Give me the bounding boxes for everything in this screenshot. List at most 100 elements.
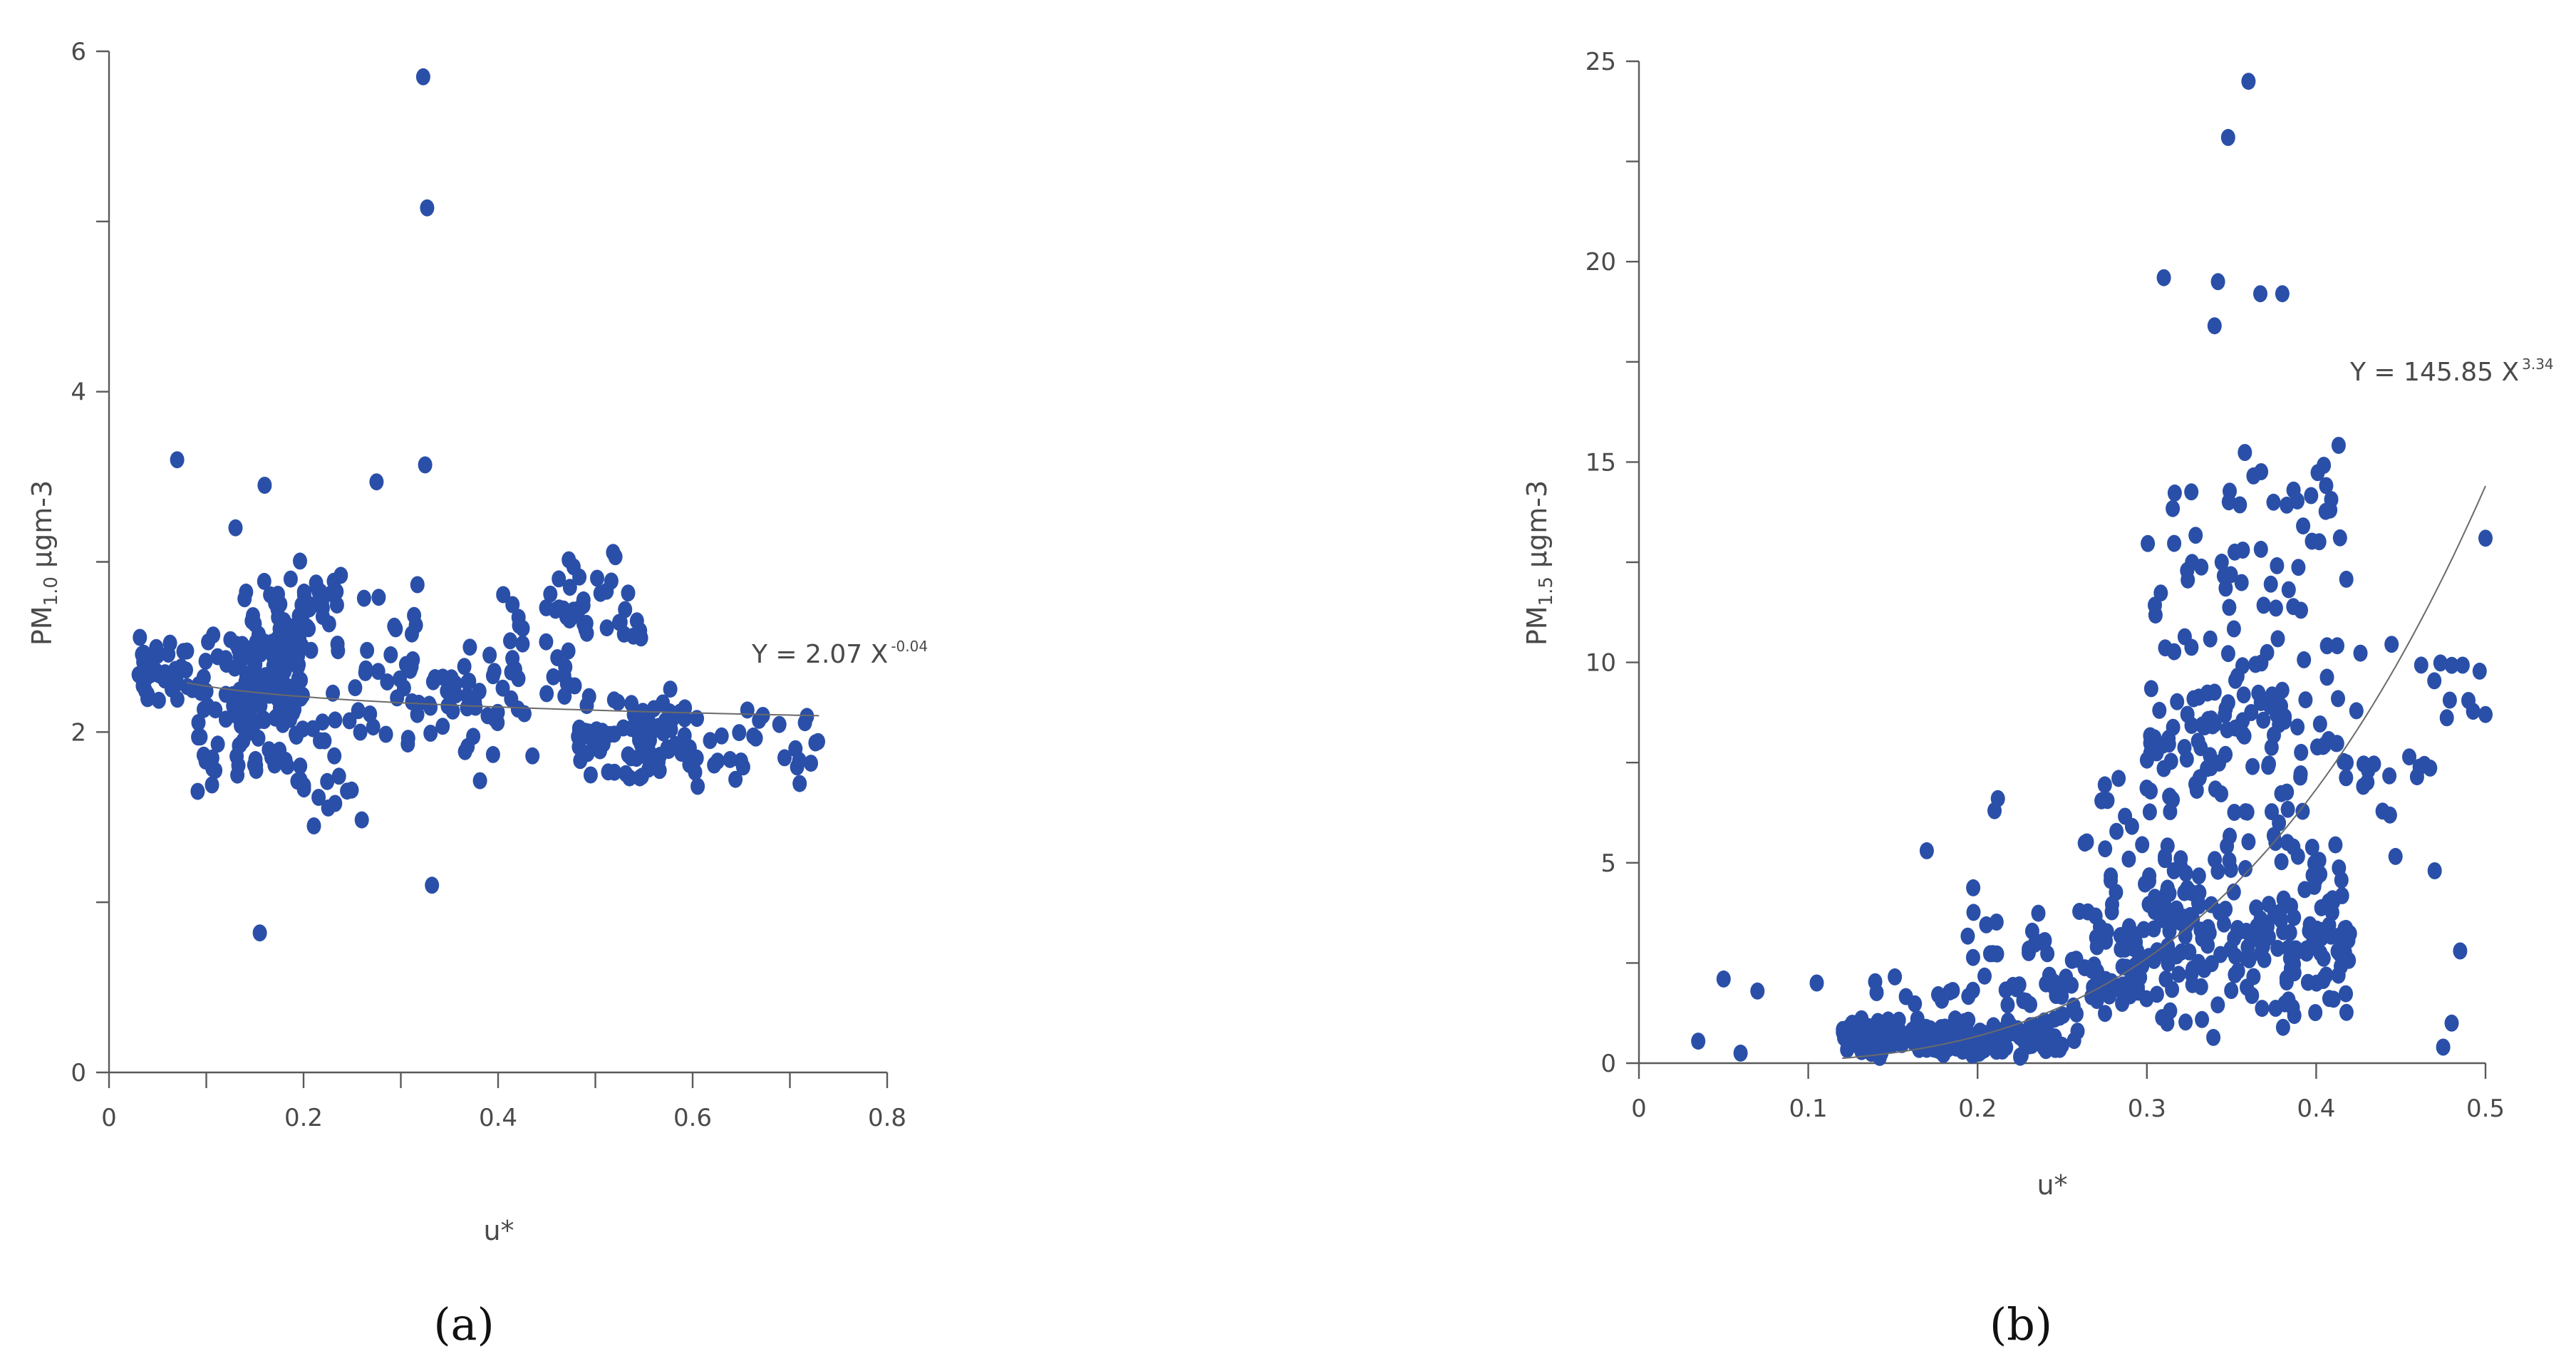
data-point xyxy=(233,658,247,675)
data-point xyxy=(800,708,814,725)
data-point xyxy=(2305,533,2319,550)
data-point xyxy=(2208,683,2222,700)
data-point xyxy=(2262,755,2276,772)
data-point xyxy=(405,626,419,643)
data-point xyxy=(2413,759,2427,776)
data-point xyxy=(2317,970,2331,987)
data-point xyxy=(371,589,386,606)
y-tick-label: 6 xyxy=(71,38,86,66)
data-point xyxy=(262,741,276,758)
data-point xyxy=(2433,654,2448,671)
data-point xyxy=(2453,943,2467,960)
data-point xyxy=(2027,936,2042,953)
data-point xyxy=(2191,894,2205,911)
data-point xyxy=(619,765,633,782)
data-point xyxy=(2142,867,2156,884)
data-point xyxy=(792,752,807,769)
data-point xyxy=(206,626,220,643)
chart-b-equation: Y = 145.85 X 3.34 xyxy=(2349,356,2554,387)
data-point xyxy=(600,619,614,636)
data-point xyxy=(2195,1011,2209,1028)
data-point xyxy=(1990,914,2004,931)
data-point xyxy=(180,643,194,660)
data-point xyxy=(2286,839,2300,856)
data-point xyxy=(2150,985,2164,1003)
data-point xyxy=(624,695,638,712)
data-point xyxy=(703,732,718,749)
data-point xyxy=(525,747,539,765)
data-point xyxy=(2342,932,2356,949)
data-point xyxy=(316,713,330,730)
data-point xyxy=(257,477,271,494)
data-point xyxy=(2179,865,2193,882)
data-point xyxy=(2254,694,2268,711)
data-point xyxy=(2254,463,2268,480)
data-point xyxy=(2163,885,2177,902)
data-point xyxy=(2354,645,2368,662)
data-point xyxy=(2109,823,2124,840)
data-point xyxy=(571,738,586,755)
data-point xyxy=(792,775,807,792)
data-point xyxy=(2177,884,2191,901)
data-point xyxy=(515,636,529,653)
data-point xyxy=(289,728,304,745)
data-point xyxy=(2331,690,2345,707)
data-point xyxy=(460,688,475,705)
data-point xyxy=(363,705,377,723)
data-point xyxy=(348,679,362,696)
data-point xyxy=(297,777,311,794)
data-point xyxy=(1960,928,1975,945)
data-point xyxy=(2290,718,2305,735)
data-point xyxy=(604,572,619,589)
data-point xyxy=(380,673,394,690)
chart-b-points xyxy=(1691,73,2493,1066)
data-point xyxy=(496,680,510,697)
data-point xyxy=(2089,908,2103,925)
data-point xyxy=(2436,1039,2451,1056)
chart-a-points xyxy=(132,68,825,941)
data-point xyxy=(2240,804,2255,821)
data-point xyxy=(2478,706,2493,723)
data-point xyxy=(593,743,607,760)
data-point xyxy=(2254,933,2268,951)
data-point xyxy=(2162,788,2176,805)
data-point xyxy=(2186,961,2200,978)
data-point xyxy=(2085,962,2099,979)
data-point xyxy=(304,642,319,659)
data-point xyxy=(1966,949,1980,966)
data-point xyxy=(2262,896,2276,913)
data-point xyxy=(2208,780,2223,797)
data-point xyxy=(1868,973,1883,990)
x-tick-label: 0.1 xyxy=(1789,1095,1828,1123)
data-point xyxy=(2230,668,2245,685)
data-point xyxy=(383,646,398,663)
data-point xyxy=(1868,1042,1882,1059)
data-point xyxy=(379,726,393,743)
data-point xyxy=(2382,767,2396,785)
data-point xyxy=(249,751,263,768)
data-point xyxy=(2147,921,2161,938)
data-point xyxy=(2473,663,2487,680)
data-point xyxy=(2186,690,2200,708)
data-point xyxy=(2294,744,2308,761)
data-point xyxy=(621,746,636,763)
y-tick-label: 0 xyxy=(1600,1050,1616,1078)
data-point xyxy=(2461,692,2476,709)
y-tick-label: 15 xyxy=(1586,448,1616,477)
chart-b-ylabel: PM1.5 μgm-3 xyxy=(1521,480,1557,646)
data-point xyxy=(756,707,770,724)
data-point xyxy=(462,638,477,656)
data-point xyxy=(2100,924,2114,941)
data-point xyxy=(2141,535,2155,552)
data-point xyxy=(2157,269,2171,286)
x-tick-label: 0.2 xyxy=(284,1104,323,1132)
data-point xyxy=(2019,993,2033,1010)
data-point xyxy=(2167,643,2181,661)
data-point xyxy=(2428,862,2442,879)
data-point xyxy=(2272,814,2286,832)
data-point xyxy=(403,662,418,679)
chart-a-equation: Y = 2.07 X -0.04 xyxy=(751,638,928,669)
data-point xyxy=(435,718,450,735)
data-point xyxy=(340,782,354,800)
data-point xyxy=(2427,672,2441,689)
